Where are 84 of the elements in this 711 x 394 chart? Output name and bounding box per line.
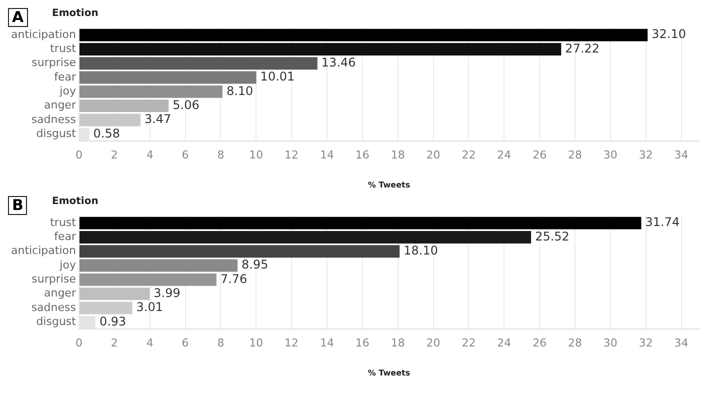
- y-tick-label: trust: [50, 216, 77, 229]
- x-tick-label: 34: [674, 336, 688, 350]
- x-tick-label: 6: [182, 148, 189, 162]
- y-tick-label: disgust: [36, 126, 77, 140]
- y-tick-label: sadness: [31, 300, 76, 314]
- y-tick-label: fear: [54, 230, 76, 244]
- data-label: 13.46: [321, 56, 356, 70]
- chart-title: A: [8, 8, 28, 27]
- x-tick-label: 16: [355, 336, 370, 350]
- x-tick-label: 20: [426, 336, 440, 350]
- y-tick-label: anger: [44, 286, 76, 300]
- bar: [79, 28, 648, 42]
- data-label: 0.93: [99, 314, 126, 328]
- data-label: 3.01: [136, 300, 164, 314]
- bar: [79, 57, 318, 70]
- bar: [79, 245, 400, 258]
- x-tick-label: 22: [462, 148, 476, 162]
- x-tick-label: 16: [355, 148, 370, 162]
- x-tick-label: 28: [568, 148, 582, 162]
- bar: [79, 71, 256, 84]
- x-tick-label: 28: [568, 336, 582, 350]
- data-label: 27.22: [565, 41, 600, 56]
- x-tick-label: 2: [110, 336, 118, 350]
- x-tick-label: 2: [110, 148, 118, 162]
- x-tick-label: 18: [390, 148, 405, 162]
- x-tick-label: 4: [146, 148, 154, 162]
- data-label: 5.06: [172, 98, 200, 112]
- y-tick-label: joy: [58, 84, 76, 98]
- x-tick-label: 14: [320, 336, 334, 350]
- x-axis-title: % Tweets: [368, 368, 410, 378]
- x-tick-label: 30: [603, 336, 618, 350]
- y-tick-label: sadness: [31, 112, 76, 126]
- x-tick-label: 24: [497, 336, 512, 350]
- y-tick-label: fear: [54, 70, 76, 84]
- y-tick-label: anticipation: [10, 28, 76, 41]
- x-tick-label: 12: [284, 336, 299, 350]
- y-tick-label: joy: [58, 258, 76, 272]
- x-tick-label: 24: [497, 148, 512, 162]
- x-axis-title: % Tweets: [368, 180, 410, 190]
- x-tick-label: 4: [146, 336, 154, 350]
- x-tick-label: 18: [390, 336, 405, 350]
- data-label: 25.52: [535, 229, 570, 244]
- x-tick-label: 0: [75, 336, 82, 350]
- bar: [79, 43, 562, 56]
- data-label: 32.10: [652, 27, 686, 42]
- data-label: 31.74: [645, 215, 680, 230]
- x-tick-label: 8: [217, 148, 224, 162]
- y-tick-label: surprise: [32, 56, 76, 70]
- data-label: 18.10: [404, 244, 438, 258]
- bar: [79, 231, 532, 244]
- x-tick-label: 32: [638, 336, 653, 350]
- x-tick-label: 26: [532, 148, 547, 162]
- bar: [79, 85, 222, 98]
- y-axis-title: Emotion: [52, 196, 98, 207]
- bar: [79, 216, 642, 230]
- x-tick-label: 32: [638, 148, 653, 162]
- y-tick-label: surprise: [32, 272, 76, 286]
- x-tick-label: 12: [284, 148, 299, 162]
- chart-title: B: [8, 196, 28, 215]
- x-tick-label: 10: [249, 336, 264, 350]
- data-label: 8.95: [242, 258, 268, 272]
- y-tick-label: anger: [44, 98, 76, 112]
- x-tick-label: 14: [320, 148, 334, 162]
- x-tick-label: 0: [75, 148, 82, 162]
- x-tick-label: 10: [249, 148, 264, 162]
- data-label: 3.99: [154, 286, 180, 300]
- data-label: 0.58: [93, 126, 120, 140]
- bar: [79, 100, 169, 112]
- x-tick-label: 8: [217, 336, 224, 350]
- y-tick-label: disgust: [36, 314, 77, 328]
- bar: [79, 114, 140, 126]
- y-tick-label: trust: [50, 42, 77, 56]
- x-tick-label: 34: [674, 148, 688, 162]
- data-label: 7.76: [220, 272, 248, 286]
- data-label: 10.01: [260, 70, 295, 84]
- x-tick-label: 6: [182, 336, 189, 350]
- x-tick-label: 20: [426, 148, 440, 162]
- data-label: 8.10: [226, 84, 254, 98]
- data-label: 3.47: [144, 112, 172, 126]
- x-tick-label: 22: [462, 336, 476, 350]
- x-tick-label: 26: [532, 336, 547, 350]
- y-axis-title: Emotion: [52, 8, 98, 19]
- x-tick-label: 30: [603, 148, 618, 162]
- y-tick-label: anticipation: [10, 244, 76, 258]
